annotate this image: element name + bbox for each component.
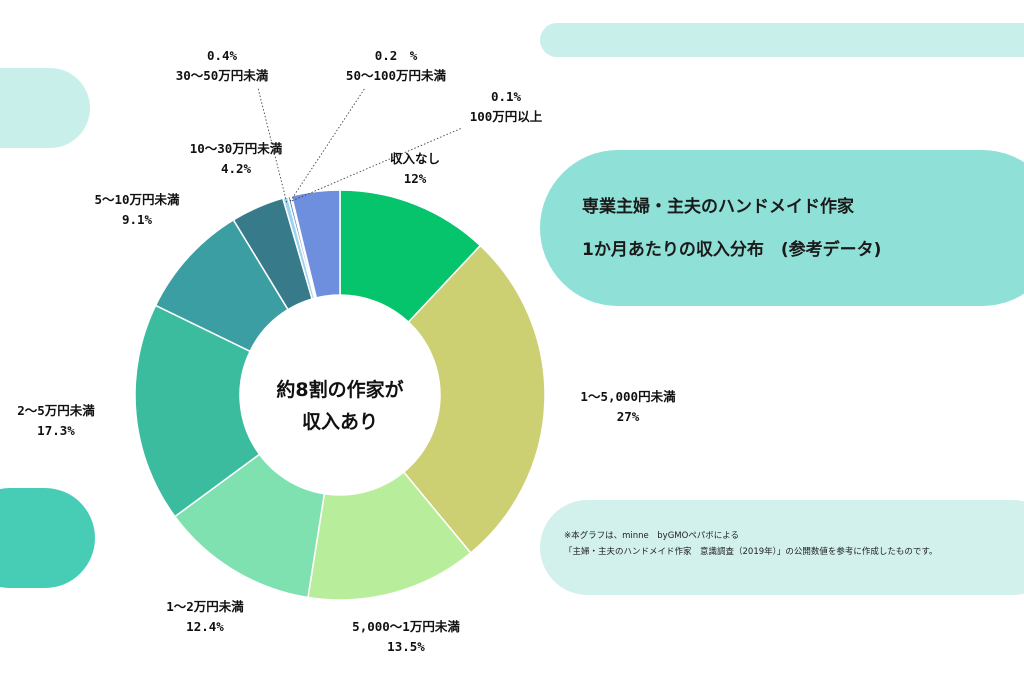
slice-label-value: 0.4% <box>207 48 238 63</box>
slice-label-value: 12% <box>404 171 427 186</box>
chart-title-line-2: 1か月あたりの収入分布 (参考データ) <box>582 240 882 260</box>
source-note-line-1: ※本グラフは、minne byGMOペパボによる <box>564 531 740 541</box>
source-note-box: ※本グラフは、minne byGMOペパボによる 「主婦・主夫のハンドメイド作家… <box>540 500 1024 595</box>
leader-line-9 <box>291 127 463 202</box>
slice-label-name: 30～50万円未満 <box>176 68 269 83</box>
slice-label-1: 1～5,000円未満 27% <box>580 389 676 424</box>
slice-label-0: 収入なし 12% <box>390 151 440 186</box>
chart-title-line-1: 専業主婦・主夫のハンドメイド作家 <box>582 197 854 217</box>
slice-label-8: 0.2 % 50～100万円未満 <box>346 48 447 83</box>
slice-label-3: 1～2万円未満 12.4% <box>166 599 244 634</box>
slice-label-name: 10～30万円未満 <box>190 141 283 156</box>
center-label-line-2: 収入あり <box>302 411 378 433</box>
leader-lines <box>257 87 463 203</box>
source-note-line-2: 「主婦・主夫のハンドメイド作家 意識調査（2019年）」の公開数値を参考に作成し… <box>564 547 938 557</box>
slice-label-value: 0.1% <box>491 89 522 104</box>
decorative-bar-left-middle <box>0 68 90 148</box>
decorative-bar-top-right <box>540 23 1024 57</box>
slice-label-value: 0.2 % <box>375 48 418 63</box>
slice-label-2: 5,000～1万円未満 13.5% <box>352 619 460 654</box>
slice-label-name: 1～5,000円未満 <box>580 389 676 404</box>
slice-label-value: 4.2% <box>221 161 252 176</box>
slice-label-5: 5～10万円未満 9.1% <box>94 192 180 227</box>
leader-line-7 <box>257 87 288 203</box>
slice-label-value: 17.3% <box>37 423 75 438</box>
slice-label-name: 5,000～1万円未満 <box>352 619 460 634</box>
slice-label-name: 2～5万円未満 <box>17 403 95 418</box>
slice-label-name: 50～100万円未満 <box>346 68 447 83</box>
slice-label-9: 0.1% 100万円以上 <box>470 89 543 124</box>
slice-label-value: 27% <box>617 409 640 424</box>
donut-slice-4 <box>134 304 261 518</box>
slice-label-name: 収入なし <box>390 151 440 166</box>
decorative-bar-left-bottom <box>0 488 95 588</box>
slice-label-4: 2～5万円未満 17.3% <box>17 403 95 438</box>
donut-slice-10 <box>290 189 341 299</box>
slice-label-name: 1～2万円未満 <box>166 599 244 614</box>
chart-title-box: 専業主婦・主夫のハンドメイド作家 1か月あたりの収入分布 (参考データ) <box>540 150 1024 306</box>
donut-slices <box>134 189 546 601</box>
slice-label-value: 13.5% <box>387 639 425 654</box>
slice-label-6: 10～30万円未満 4.2% <box>190 141 283 176</box>
slice-label-value: 9.1% <box>122 212 153 227</box>
slice-label-name: 5～10万円未満 <box>94 192 180 207</box>
slice-label-name: 100万円以上 <box>470 109 543 124</box>
slice-label-7: 0.4% 30～50万円未満 <box>176 48 269 83</box>
slice-label-value: 12.4% <box>186 619 224 634</box>
center-label-line-1: 約8割の作家が <box>276 378 403 401</box>
donut-slice-1 <box>402 244 546 555</box>
leader-line-8 <box>289 87 366 202</box>
